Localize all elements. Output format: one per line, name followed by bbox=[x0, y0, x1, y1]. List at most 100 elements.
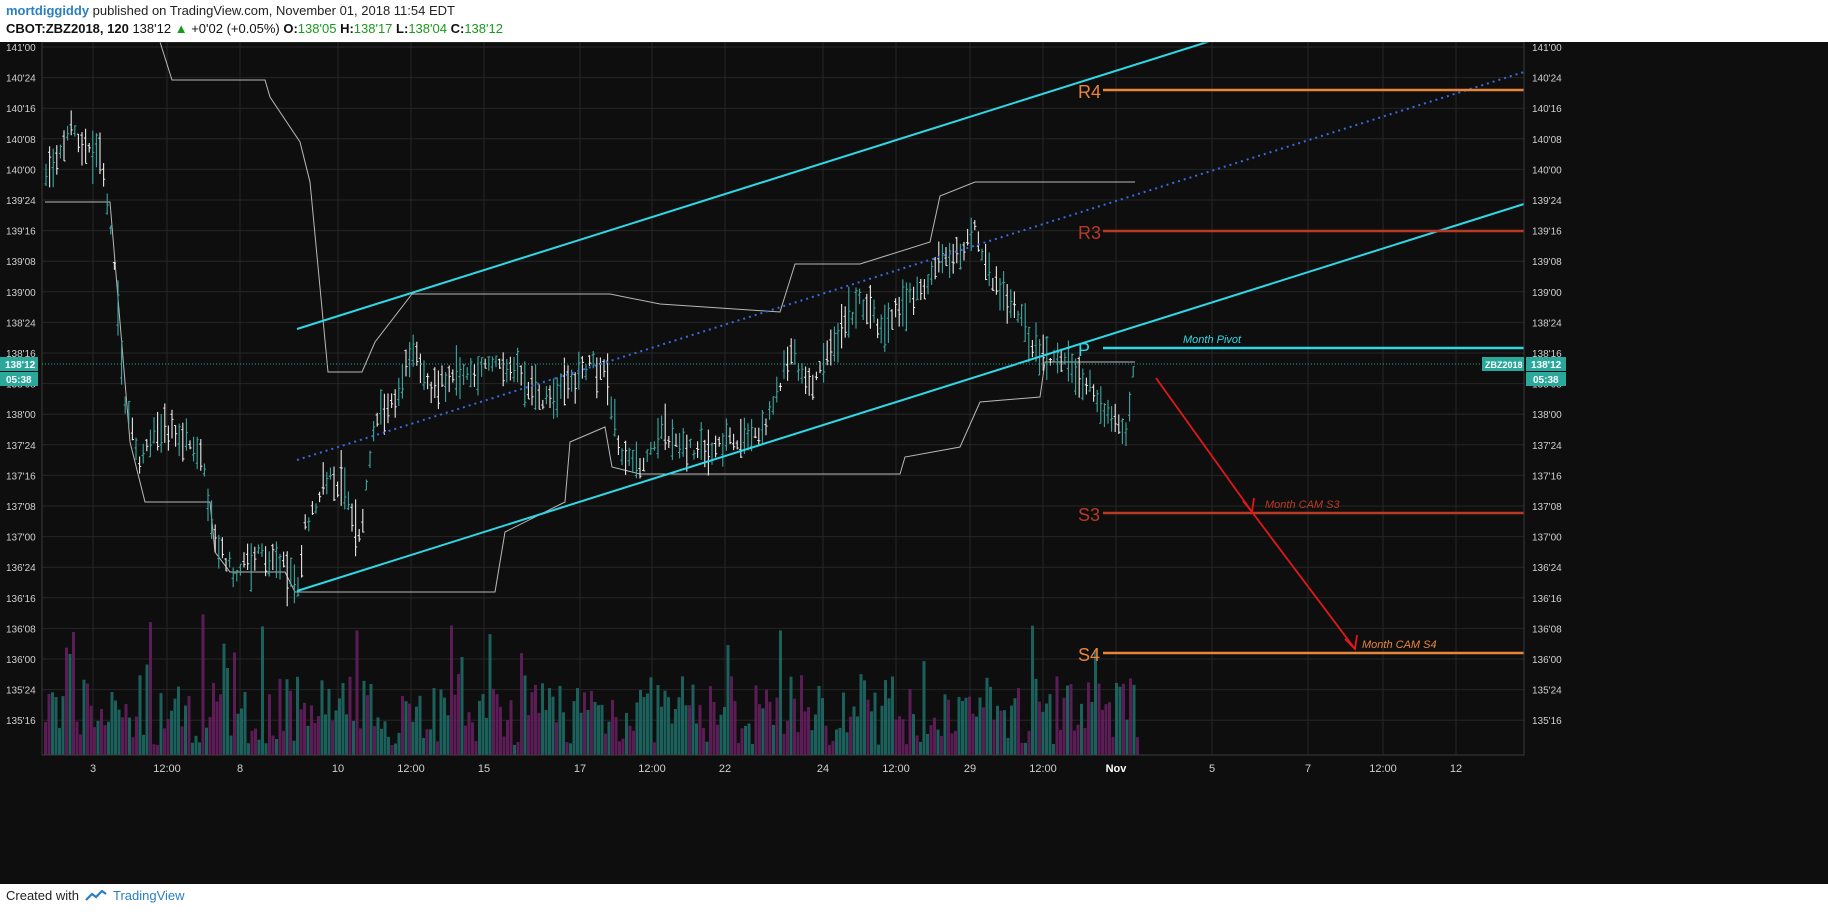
price-chart[interactable]: R4 R3 P Month Pivot S3 Month CAM S3 S4 Month CA… bbox=[0, 42, 1828, 884]
volume-bar bbox=[586, 710, 590, 755]
volume-bar bbox=[821, 698, 824, 755]
y-tick-label-right: 138'24 bbox=[1532, 318, 1562, 329]
volume-bar bbox=[870, 711, 873, 755]
channel-lower-line[interactable] bbox=[296, 203, 1525, 592]
tradingview-link[interactable]: TradingView bbox=[112, 888, 185, 903]
volume-bar bbox=[289, 690, 292, 755]
volume-bar bbox=[670, 723, 674, 755]
author-link[interactable]: mortdiggiddy bbox=[6, 3, 90, 18]
volume-bar bbox=[919, 741, 922, 755]
volume-bar bbox=[768, 701, 772, 755]
volume-bar bbox=[639, 690, 642, 755]
x-tick-label: 12:00 bbox=[638, 763, 666, 775]
volume-bar bbox=[471, 722, 474, 755]
volume-bar bbox=[184, 705, 187, 755]
volume-bar bbox=[257, 739, 261, 755]
volume-bar bbox=[583, 692, 586, 755]
volume-bar bbox=[709, 686, 712, 755]
volume-bar bbox=[922, 661, 926, 755]
volume-bar bbox=[320, 680, 324, 755]
volume-bar bbox=[957, 697, 961, 755]
volume-bar bbox=[198, 742, 201, 755]
volume-bar bbox=[212, 682, 215, 755]
volume-bar bbox=[590, 690, 593, 755]
channel-median-line[interactable] bbox=[296, 71, 1525, 461]
volume-bar bbox=[646, 693, 649, 755]
y-tick-label-left: 136'00 bbox=[6, 655, 36, 666]
volume-bar bbox=[142, 734, 145, 755]
x-tick-label: 3 bbox=[90, 763, 96, 775]
volume-bar bbox=[513, 744, 516, 755]
volume-bar bbox=[891, 676, 894, 755]
volume-bar bbox=[621, 738, 625, 755]
volume-bar bbox=[439, 689, 443, 755]
volume-bar bbox=[894, 719, 898, 755]
volume-bar bbox=[716, 724, 719, 755]
volume-bar bbox=[121, 717, 124, 755]
countdown-tag-right bbox=[1526, 372, 1566, 386]
volume-bar bbox=[240, 708, 243, 755]
volume-bar bbox=[481, 694, 485, 755]
y-tick-label-right: 136'24 bbox=[1532, 563, 1562, 574]
channel-upper-line[interactable] bbox=[296, 42, 1220, 330]
volume-bar bbox=[317, 716, 320, 755]
volume-bar bbox=[149, 622, 152, 755]
countdown-label-left: 05:38 bbox=[6, 375, 32, 386]
y-tick-label-left: 136'08 bbox=[6, 624, 36, 635]
y-tick-label-right: 140'00 bbox=[1532, 165, 1562, 176]
volume-bar bbox=[355, 630, 359, 755]
volume-bar bbox=[408, 703, 411, 755]
volume-bar bbox=[422, 737, 425, 755]
volume-bar bbox=[775, 697, 779, 755]
volume-bar bbox=[947, 699, 950, 755]
open-value: 138'05 bbox=[297, 21, 337, 36]
volume-bar bbox=[1031, 625, 1034, 755]
volume-bar bbox=[828, 744, 831, 755]
volume-bar bbox=[324, 714, 327, 755]
volume-bar bbox=[649, 677, 653, 755]
volume-bar bbox=[145, 664, 149, 755]
volume-bar bbox=[366, 695, 369, 755]
volume-bar bbox=[954, 730, 957, 755]
volume-bar bbox=[261, 626, 264, 755]
volume-bar bbox=[761, 708, 765, 755]
volume-bar bbox=[579, 712, 583, 755]
volume-bar bbox=[793, 698, 796, 755]
volume-bar bbox=[82, 679, 86, 755]
volume-bar bbox=[968, 696, 971, 755]
close-value: 138'12 bbox=[464, 21, 503, 36]
volume-bar bbox=[89, 705, 93, 755]
y-tick-label-right: 136'00 bbox=[1532, 655, 1562, 666]
volume-bar bbox=[117, 709, 121, 755]
volume-bar bbox=[152, 744, 156, 755]
volume-bar bbox=[1097, 683, 1101, 755]
countdown-label-right: 05:38 bbox=[1533, 375, 1559, 386]
donchian-upper bbox=[159, 42, 1135, 373]
volume-bar bbox=[992, 719, 996, 755]
y-tick-label-left: 137'08 bbox=[6, 502, 36, 513]
tradingview-logo-icon bbox=[85, 889, 107, 901]
last-price-tag-right bbox=[1526, 357, 1566, 371]
volume-bar bbox=[884, 680, 887, 755]
volume-bar bbox=[1111, 737, 1115, 755]
y-tick-label-left: 140'16 bbox=[6, 104, 36, 115]
y-tick-label-right: 137'08 bbox=[1532, 502, 1562, 513]
y-tick-label-left: 138'16 bbox=[6, 349, 36, 360]
volume-bar bbox=[306, 725, 310, 755]
volume-bar bbox=[611, 699, 614, 755]
volume-bar bbox=[786, 720, 789, 755]
y-tick-label-left: 139'00 bbox=[6, 288, 36, 299]
volume-bar bbox=[926, 733, 929, 755]
volume-bar bbox=[1006, 737, 1010, 755]
volume-bar bbox=[450, 625, 453, 755]
volume-bar bbox=[86, 683, 89, 755]
volume-bar bbox=[509, 700, 513, 755]
volume-bar bbox=[824, 725, 828, 755]
volume-bar bbox=[975, 716, 978, 755]
volume-bar bbox=[628, 725, 632, 755]
x-tick-label: 12:00 bbox=[397, 763, 425, 775]
volume-bar bbox=[859, 674, 863, 755]
volume-bar bbox=[201, 614, 205, 755]
volume-bar bbox=[103, 725, 107, 755]
volume-bar bbox=[1010, 705, 1013, 755]
